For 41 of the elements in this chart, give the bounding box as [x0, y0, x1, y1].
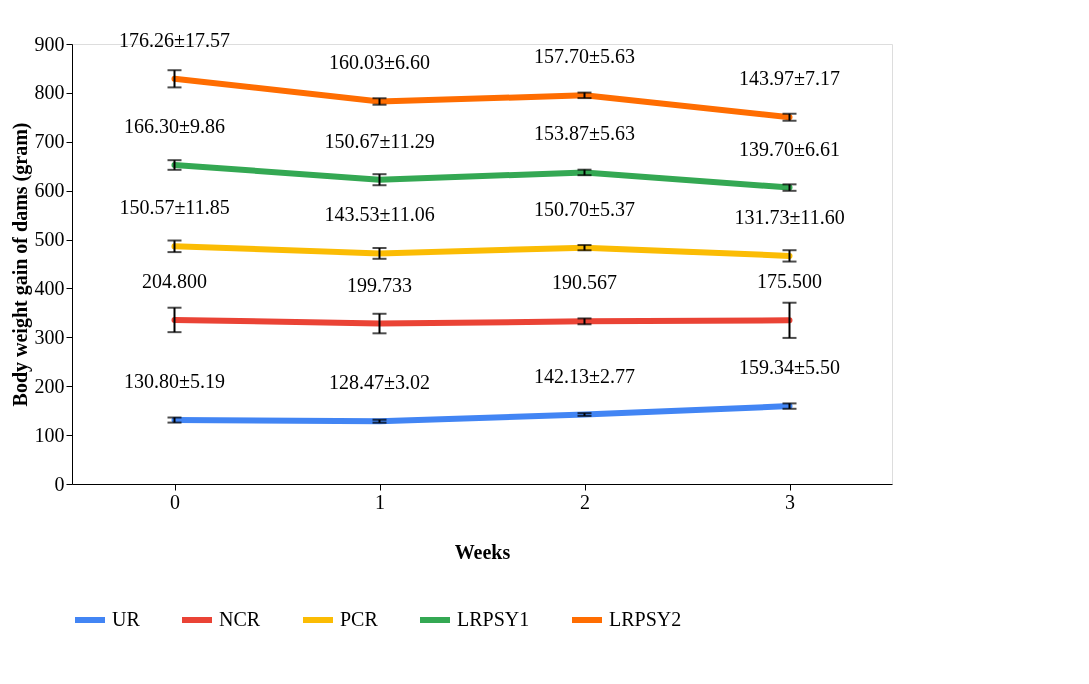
annotation: 128.47±3.02	[329, 371, 430, 394]
x-tick-label: 0	[170, 490, 180, 513]
annotation: 143.53±11.06	[324, 203, 435, 226]
annotation: 159.34±5.50	[739, 356, 840, 379]
annotation: 199.733	[347, 273, 412, 296]
x-tick-label: 2	[580, 490, 590, 513]
y-axis-title: Body weight gain of dams (gram)	[8, 122, 32, 407]
y-tick-label: 900	[34, 32, 65, 55]
y-tick-label: 200	[34, 374, 65, 397]
annotation: 204.800	[142, 269, 207, 292]
annotation: 190.567	[552, 271, 617, 294]
y-tick-label: 700	[34, 130, 65, 153]
annotation: 142.13±2.77	[534, 364, 635, 387]
annotation: 166.30±9.86	[124, 115, 225, 137]
annotation: 131.73±11.60	[734, 205, 845, 228]
legend-label: LRPSY2	[609, 608, 682, 630]
annotation: 176.26±17.57	[119, 28, 230, 51]
y-tick-label: 300	[34, 325, 65, 348]
legend-label: UR	[112, 608, 141, 630]
annotation: 153.87±5.63	[534, 122, 635, 145]
annotation: 150.57±11.85	[119, 196, 230, 219]
y-tick-label: 100	[34, 423, 65, 446]
legend-label: LRPSY1	[457, 608, 530, 630]
annotation: 139.70±6.61	[739, 137, 840, 160]
annotation: 150.70±5.37	[534, 197, 635, 220]
y-tick-label: 400	[34, 276, 65, 299]
annotation: 150.67±11.29	[324, 129, 435, 152]
annotation: 157.70±5.63	[534, 45, 635, 68]
annotation: 143.97±7.17	[739, 67, 840, 90]
annotation: 160.03±6.60	[329, 51, 430, 74]
annotation: 130.80±5.19	[124, 370, 225, 393]
legend-label: NCR	[219, 608, 261, 630]
y-tick-label: 800	[34, 81, 65, 104]
annotation: 175.500	[757, 270, 822, 293]
x-tick-label: 3	[785, 490, 795, 513]
y-tick-label: 0	[54, 472, 65, 495]
y-tick-label: 500	[34, 228, 65, 251]
y-tick-label: 600	[34, 179, 65, 202]
x-tick-label: 1	[375, 490, 385, 513]
x-axis-title: Weeks	[454, 540, 511, 563]
legend-label: PCR	[340, 608, 379, 630]
